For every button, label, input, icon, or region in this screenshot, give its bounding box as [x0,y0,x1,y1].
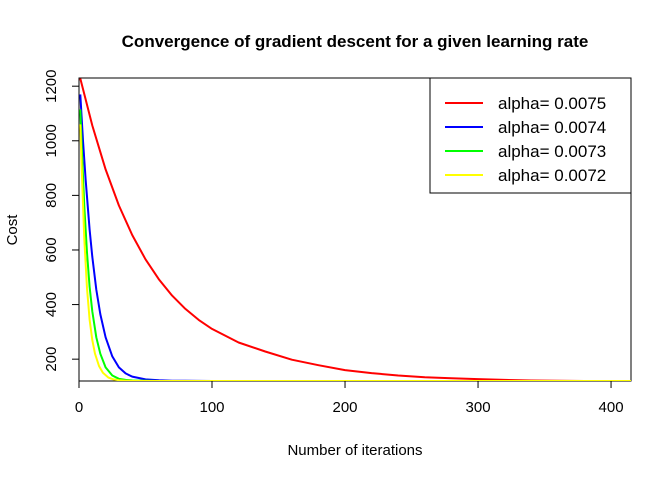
x-axis-label: Number of iterations [287,442,422,459]
series-line-3 [79,109,631,381]
y-tick-label: 200 [43,347,60,372]
chart-title: Convergence of gradient descent for a gi… [122,32,589,51]
y-tick-label: 1000 [43,124,60,157]
legend-item: alpha= 0.0072 [445,166,606,185]
x-axis: 0 100 200 300 400 [75,381,624,416]
series-line-2 [79,94,631,381]
legend-items: alpha= 0.0075 alpha= 0.0074 alpha= 0.0073 a… [445,94,606,185]
x-tick-label: 200 [333,399,358,416]
legend-label: alpha= 0.0073 [498,142,606,161]
legend-label: alpha= 0.0072 [498,166,606,185]
y-tick-label: 600 [43,237,60,262]
legend: alpha= 0.0075 alpha= 0.0074 alpha= 0.0073 a… [429,77,632,194]
series-line-4 [79,124,631,381]
y-tick-label: 400 [43,292,60,317]
legend-label: alpha= 0.0075 [498,94,606,113]
y-axis-label: Cost [4,214,21,246]
legend-item: alpha= 0.0075 [445,94,606,113]
series-layer [79,78,631,381]
legend-box [429,77,632,194]
y-tick-label: 1200 [43,70,60,103]
x-tick-label: 400 [599,399,624,416]
y-tick-label: 800 [43,183,60,208]
legend-item: alpha= 0.0073 [445,142,606,161]
legend-label: alpha= 0.0074 [498,118,606,137]
x-tick-label: 0 [75,399,83,416]
x-tick-label: 100 [199,399,224,416]
x-tick-label: 300 [466,399,491,416]
y-axis: 200 400 600 800 1000 1200 [43,70,79,372]
legend-item: alpha= 0.0074 [445,118,606,137]
